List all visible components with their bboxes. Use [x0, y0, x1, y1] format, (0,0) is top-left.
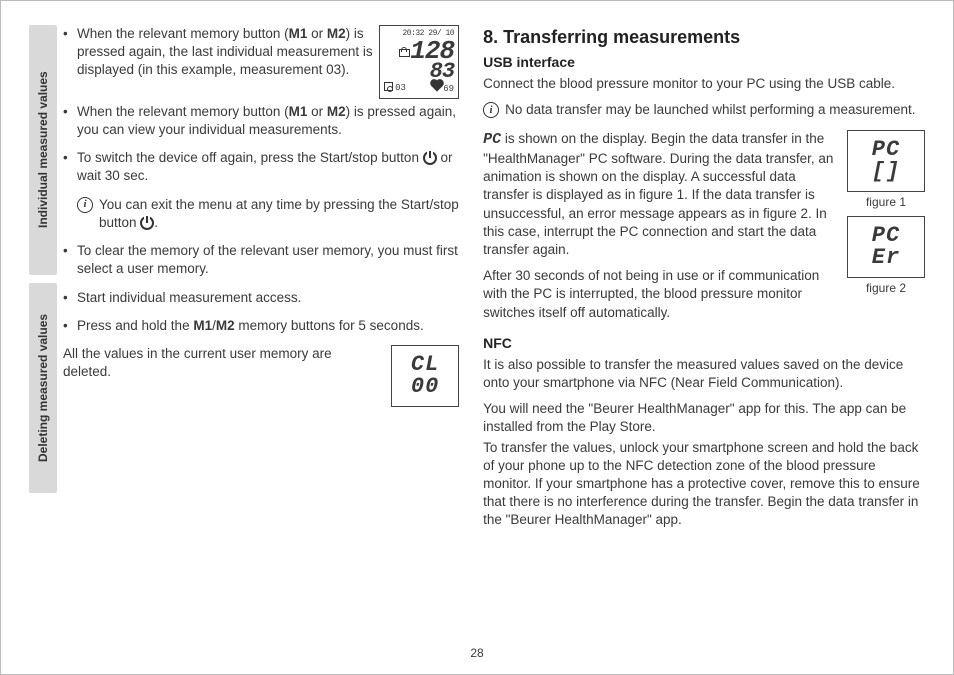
lcd-mem: 03	[395, 83, 406, 93]
figure-1-label: figure 1	[847, 194, 925, 210]
figure-stack: PC [] figure 1 PC Er figure 2	[847, 130, 925, 302]
lcd-pulse: 69	[443, 84, 454, 94]
tab-deleting-values: Deleting measured values	[29, 283, 57, 493]
usb-subheading: USB interface	[483, 53, 925, 72]
bullet-5: Start individual measurement access.	[63, 289, 459, 307]
heart-icon	[432, 80, 443, 91]
nfc-subheading: NFC	[483, 334, 925, 353]
fig1-l1: PC	[853, 139, 919, 161]
power-icon	[423, 151, 437, 165]
usb-p1: Connect the blood pressure monitor to yo…	[483, 75, 925, 93]
nfc-p2: You will need the "Beurer HealthManager"…	[483, 400, 925, 436]
info-note-2-text: No data transfer may be launched whilst …	[505, 101, 915, 119]
disk-icon	[384, 82, 393, 91]
pc-symbol: PC	[483, 131, 501, 148]
bullet-3: To switch the device off again, press th…	[63, 149, 459, 185]
nfc-p3: To transfer the values, unlock your smar…	[483, 439, 925, 530]
page-number: 28	[470, 646, 483, 660]
fig2-l2: Er	[853, 247, 919, 269]
power-icon	[140, 216, 154, 230]
bullet-6: Press and hold the M1/M2 memory buttons …	[63, 317, 459, 335]
lcd-figure-2: PC Er	[847, 216, 925, 278]
info-note-1: You can exit the menu at any time by pre…	[63, 196, 459, 232]
fig1-l2: []	[853, 161, 919, 183]
nfc-p1: It is also possible to transfer the meas…	[483, 356, 925, 392]
tab-individual-values: Individual measured values	[29, 25, 57, 275]
right-column: 8. Transferring measurements USB interfa…	[459, 25, 925, 664]
info-note-2: No data transfer may be launched whilst …	[483, 101, 925, 119]
section-heading: 8. Transferring measurements	[483, 25, 925, 49]
bullet-2: When the relevant memory button (M1 or M…	[63, 103, 459, 139]
lcd-cl-line1: CL	[397, 354, 453, 376]
info-icon	[77, 197, 93, 213]
info-icon	[483, 102, 499, 118]
fig2-l1: PC	[853, 225, 919, 247]
side-tabs: Individual measured values Deleting meas…	[29, 25, 57, 664]
bullet-1: When the relevant memory button (M1 or M…	[63, 25, 459, 80]
deleted-block: CL 00 All the values in the current user…	[63, 345, 459, 407]
lcd-cl-line2: 00	[397, 376, 453, 398]
left-content: 20:32 29/ 10 128 83 03 69 When the relev…	[63, 25, 459, 664]
lcd-bottom-row: 03 69	[384, 82, 454, 95]
manual-page: Individual measured values Deleting meas…	[1, 1, 953, 674]
left-column: Individual measured values Deleting meas…	[29, 25, 459, 664]
figure-2-label: figure 2	[847, 280, 925, 296]
lcd-display-clear: CL 00	[391, 345, 459, 407]
bullet-4: To clear the memory of the relevant user…	[63, 242, 459, 278]
lcd-figure-1: PC []	[847, 130, 925, 192]
